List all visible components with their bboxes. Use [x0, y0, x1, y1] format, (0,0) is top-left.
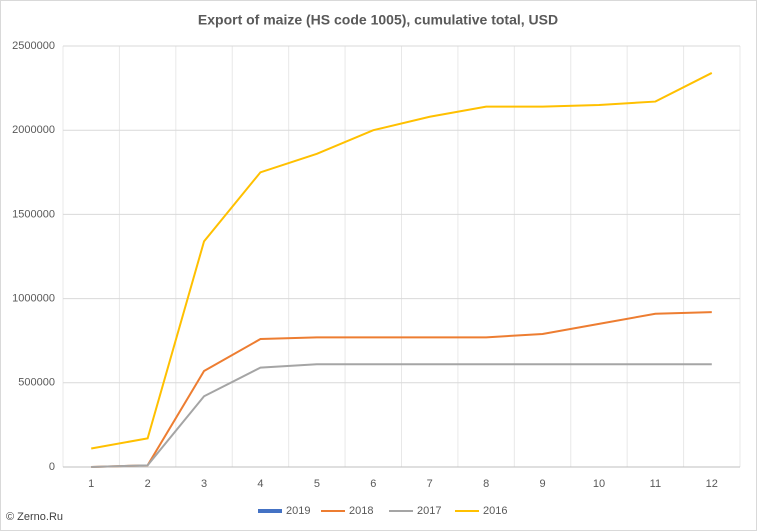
x-tick-label: 6: [370, 478, 376, 490]
series-line: [91, 363, 712, 468]
legend-label: 2017: [417, 505, 441, 517]
legend-label: 2018: [349, 505, 373, 517]
y-tick-label: 500000: [18, 377, 55, 389]
x-tick-label: 3: [201, 478, 207, 490]
x-tick-label: 1: [88, 478, 94, 490]
x-tick-label: 8: [483, 478, 489, 490]
x-tick-label: 9: [539, 478, 545, 490]
y-tick-label: 2500000: [12, 40, 55, 52]
legend-label: 2016: [483, 505, 507, 517]
y-tick-label: 2000000: [12, 124, 55, 136]
x-tick-label: 5: [314, 478, 320, 490]
y-tick-label: 1000000: [12, 293, 55, 305]
legend-label: 2019: [286, 505, 310, 517]
source: © Zerno.Ru: [6, 511, 63, 523]
x-tick-label: 4: [257, 478, 263, 490]
x-tick-label: 12: [706, 478, 718, 490]
x-tick-label: 7: [427, 478, 433, 490]
series-line: [91, 72, 713, 450]
y-tick-label: 0: [49, 461, 55, 473]
chart-title: Export of maize (HS code 1005), cumulati…: [198, 12, 558, 28]
x-tick-label: 2: [145, 478, 151, 490]
x-tick-label: 11: [650, 478, 661, 490]
x-tick-label: 10: [593, 478, 605, 490]
y-tick-label: 1500000: [12, 208, 55, 220]
series-line: [91, 311, 712, 468]
